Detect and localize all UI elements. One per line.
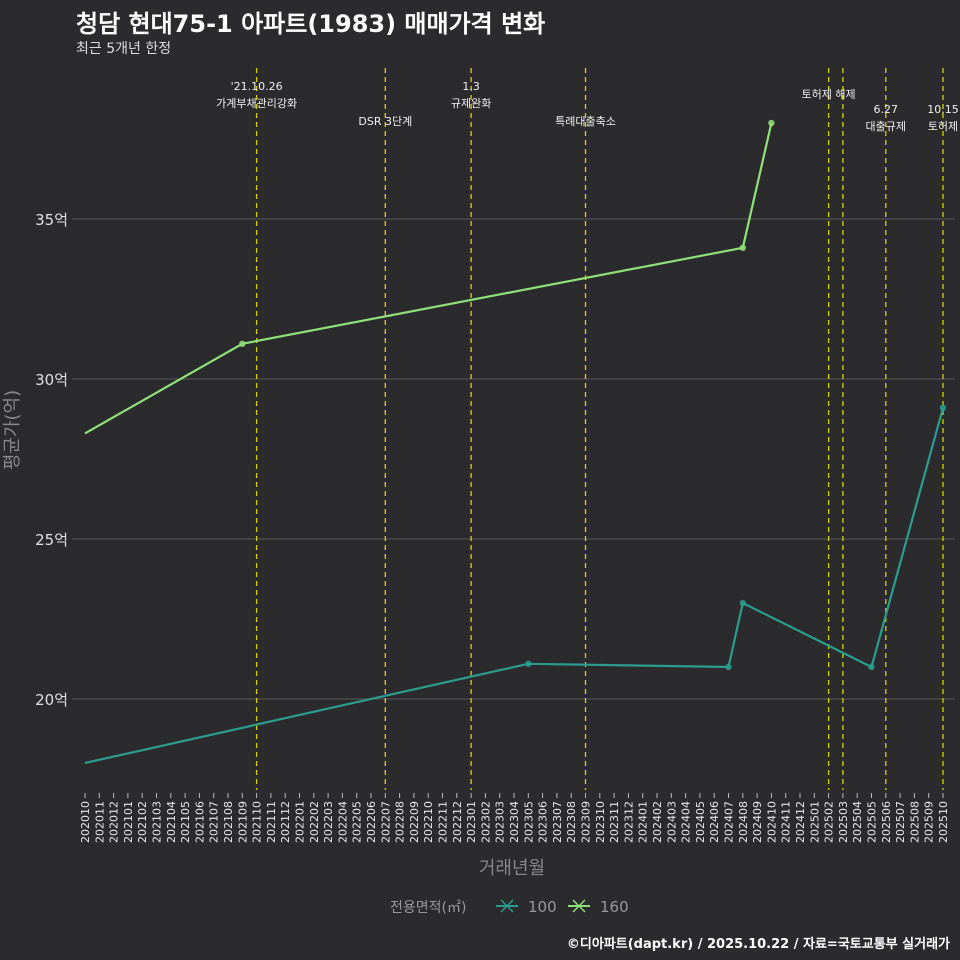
x-tick-label: 202406 [708, 801, 721, 843]
x-tick-label: 202112 [279, 801, 292, 843]
x-tick-label: 202205 [351, 801, 364, 843]
x-tick-label: 202211 [437, 801, 450, 843]
x-tick-label: 202407 [723, 801, 736, 843]
event-label: 토허제 해제 [802, 87, 856, 101]
x-tick-label: 202201 [294, 801, 307, 843]
x-tick-label: 202510 [937, 801, 950, 843]
data-point-160 [239, 340, 246, 347]
x-tick-label: 202104 [165, 801, 178, 843]
y-tick-label: 30억 [35, 371, 68, 389]
x-tick-label: 202012 [108, 801, 121, 843]
x-tick-label: 202310 [594, 801, 607, 843]
x-tick-label: 202408 [737, 801, 750, 843]
x-tick-label: 202206 [365, 801, 378, 843]
x-tick-label: 202308 [565, 801, 578, 843]
data-point-100 [739, 599, 746, 607]
x-tick-label: 202409 [751, 801, 764, 843]
event-label: 6.27 [874, 103, 899, 116]
event-label: 규제완화 [451, 97, 491, 110]
x-tick-label: 202106 [193, 801, 206, 843]
x-tick-label: 202101 [122, 801, 135, 843]
x-tick-label: 202111 [265, 801, 278, 843]
event-label: 대출규제 [866, 120, 906, 133]
x-tick-label: 202302 [479, 801, 492, 843]
x-tick-label: 202502 [823, 801, 836, 843]
x-tick-label: 202312 [622, 801, 635, 843]
x-tick-label: 202402 [651, 801, 664, 843]
x-tick-label: 202403 [665, 801, 678, 843]
data-point-160 [768, 119, 775, 127]
legend-title: 전용면적(㎡) [390, 900, 466, 916]
x-tick-label: 202401 [637, 801, 650, 843]
x-tick-label: 202506 [880, 801, 893, 843]
y-axis-label: 평균가(억) [2, 390, 23, 470]
x-tick-label: 202207 [379, 801, 392, 843]
x-tick-label: 202307 [551, 801, 564, 843]
x-tick-label: 202306 [537, 801, 550, 843]
x-tick-label: 202505 [866, 801, 879, 843]
event-label: 10.15 [927, 103, 959, 116]
y-tick-label: 35억 [35, 211, 68, 229]
x-tick-label: 202301 [465, 801, 478, 843]
x-tick-label: 202010 [79, 801, 92, 843]
event-label: '21.10.26 [231, 80, 283, 93]
event-label: DSR 3단계 [358, 115, 412, 128]
x-tick-label: 202110 [251, 801, 264, 843]
chart-title: 청담 현대75-1 아파트(1983) 매매가격 변화 [76, 10, 546, 38]
x-tick-label: 202209 [408, 801, 421, 843]
x-tick-label: 202405 [694, 801, 707, 843]
x-tick-label: 202208 [394, 801, 407, 843]
x-tick-label: 202109 [236, 801, 249, 843]
x-tick-label: 202210 [422, 801, 435, 843]
x-tick-label: 202411 [780, 801, 793, 843]
y-tick-label: 20억 [35, 691, 68, 709]
legend-x-icon [500, 899, 514, 913]
x-tick-label: 202412 [794, 801, 807, 843]
event-label: 특례대출축소 [555, 115, 616, 128]
x-axis-label: 거래년월 [479, 858, 545, 879]
x-tick-label: 202507 [894, 801, 907, 843]
x-tick-label: 202105 [179, 801, 192, 843]
y-tick-label: 25억 [35, 531, 68, 549]
chart-subtitle: 최근 5개년 한정 [76, 41, 172, 57]
x-tick-label: 202410 [765, 801, 778, 843]
x-tick-label: 202103 [151, 801, 164, 843]
legend-x-icon [572, 899, 586, 913]
data-point-100 [525, 660, 532, 667]
x-tick-label: 202203 [322, 801, 335, 843]
event-label: 1.3 [462, 80, 480, 93]
x-tick-label: 202311 [608, 801, 621, 843]
x-tick-label: 202504 [851, 801, 864, 843]
x-tick-label: 202011 [93, 801, 106, 843]
series-line-160 [84, 122, 773, 435]
footer-credit: ©디아파트(dapt.kr) / 2025.10.22 / 자료=국토교통부 실… [566, 937, 950, 952]
x-tick-label: 202508 [908, 801, 921, 843]
event-label: 가계부채관리강화 [216, 97, 297, 110]
x-tick-label: 202108 [222, 801, 235, 843]
x-tick-label: 202107 [208, 801, 221, 843]
x-tick-label: 202202 [308, 801, 321, 843]
data-point-100 [725, 663, 732, 671]
data-point-100 [939, 404, 947, 411]
legend-label-160: 160 [600, 898, 629, 916]
legend-label-100: 100 [528, 898, 557, 916]
x-tick-label: 202503 [837, 801, 850, 843]
x-tick-label: 202404 [680, 801, 693, 843]
x-tick-label: 202204 [336, 801, 349, 843]
x-tick-label: 202304 [508, 801, 521, 843]
x-tick-label: 202309 [580, 801, 593, 843]
data-point-160 [739, 244, 746, 251]
event-label: 토허제 [928, 120, 958, 133]
x-tick-label: 202501 [808, 801, 821, 843]
x-tick-label: 202102 [136, 801, 149, 843]
x-tick-label: 202305 [522, 801, 535, 843]
data-point-100 [868, 663, 875, 671]
x-tick-label: 202303 [494, 801, 507, 843]
series-line-100 [84, 407, 945, 765]
x-tick-label: 202212 [451, 801, 464, 843]
x-tick-label: 202509 [923, 801, 936, 843]
